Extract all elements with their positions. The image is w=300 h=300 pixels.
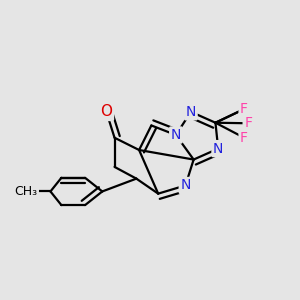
Text: F: F — [240, 102, 248, 116]
Text: CH₃: CH₃ — [14, 185, 38, 198]
Text: N: N — [186, 105, 196, 119]
Text: F: F — [240, 131, 248, 145]
Text: N: N — [171, 128, 181, 142]
Text: N: N — [213, 142, 224, 156]
Text: N: N — [180, 178, 190, 193]
Text: O: O — [100, 104, 112, 119]
Text: F: F — [244, 116, 252, 130]
